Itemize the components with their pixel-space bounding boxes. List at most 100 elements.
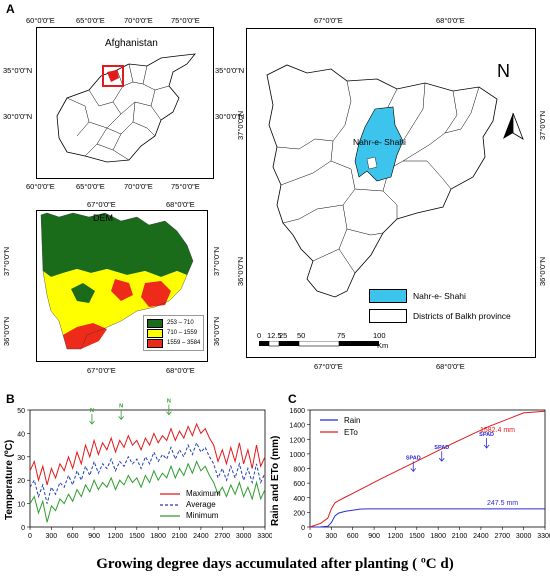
afg-bottom-tick: 65°0'0"E: [76, 182, 105, 191]
x-tick-label: 2400: [193, 533, 209, 540]
panel-a-letter: A: [6, 2, 15, 16]
afg-top-tick: 60°0'0"E: [26, 16, 55, 25]
dem-label: DEM: [93, 213, 113, 223]
scale-label: 25: [279, 331, 288, 340]
dem-legend-row: 1559 – 3584: [147, 338, 200, 348]
x-tick-label: 300: [46, 533, 58, 540]
marker-arrow-icon: [89, 414, 95, 425]
legend-label: Maximum: [186, 489, 221, 498]
legend-line-minimum: [160, 514, 180, 517]
x-tick-label: 3300: [257, 533, 272, 540]
rain-total-label: 247.5 mm: [487, 500, 519, 507]
x-tick-label: 0: [28, 533, 32, 540]
marker-arrow-icon: [410, 461, 417, 473]
balkh-legend-swatch: [369, 309, 407, 323]
balkh-right-tick: 37°0'0"N: [538, 110, 547, 140]
scale-label: 50: [297, 331, 306, 340]
dem-bottom-tick: 67°0'0"E: [87, 366, 116, 375]
legend-item-eto: ETo: [320, 426, 360, 438]
y-tick-label: 1400: [289, 423, 305, 430]
dem-swatch-mid: [147, 328, 163, 338]
balkh-bottom-tick: 67°0'0"E: [314, 362, 343, 371]
scale-unit: Km: [377, 341, 389, 350]
y-tick-label: 1200: [289, 437, 305, 444]
x-tick-label: 1200: [388, 533, 404, 540]
balkh-legend-label: Nahr-e- Shahi: [413, 291, 466, 301]
series-line-minimum: [29, 460, 266, 523]
marker-label: SPAD: [406, 455, 421, 461]
panel-b-letter: B: [6, 392, 15, 406]
series-line-rain: [309, 508, 545, 528]
marker-label: N: [167, 399, 171, 405]
x-tick-label: 900: [368, 533, 380, 540]
legend-label: Rain: [344, 415, 361, 425]
afghanistan-map-frame: Afghanistan: [36, 27, 214, 179]
x-tick-label: 2700: [214, 533, 230, 540]
y-tick-label: 50: [17, 408, 25, 415]
plot-frame: [29, 409, 266, 528]
x-tick-label: 300: [326, 533, 338, 540]
afg-bottom-tick: 60°0'0"E: [26, 182, 55, 191]
dem-swatch-high: [147, 338, 163, 348]
y-tick-label: 400: [293, 496, 305, 503]
legend-item-minimum: Minimum: [160, 510, 221, 521]
marker-arrow-icon: [118, 409, 124, 420]
scale-bar-graphic: [259, 341, 379, 347]
x-tick-label: 1200: [108, 533, 124, 540]
dem-legend-label: 1559 – 3584: [167, 340, 201, 346]
rain-eto-chart: 0 300 600 900 1200 1500 1800 2100 2400 2700 3000 33…: [289, 408, 550, 540]
y-tick-label: 600: [293, 481, 305, 488]
y-tick-label: 800: [293, 467, 305, 474]
dem-bottom-tick: 68°0'0"E: [166, 366, 195, 375]
y-tick-label: 40: [17, 431, 25, 438]
balkh-districts: [266, 64, 524, 298]
panel-b-legend: Maximum Average Minimum: [160, 488, 221, 521]
balkh-legend: Nahr-e- Shahi Districts of Balkh provinc…: [369, 289, 511, 323]
balkh-bottom-tick: 68°0'0"E: [436, 362, 465, 371]
legend-line-rain: [320, 419, 338, 421]
afg-left-tick: 30°0'0"N: [3, 112, 33, 121]
x-tick-label: 600: [347, 533, 359, 540]
scale-label: 100: [373, 331, 386, 340]
y-tick-label: 0: [21, 525, 25, 532]
dem-right-tick: 37°0'0"N: [212, 246, 221, 276]
dem-left-tick: 36°0'0"N: [2, 316, 11, 346]
x-tick-label: 2100: [452, 533, 468, 540]
balkh-top-tick: 68°0'0"E: [436, 16, 465, 25]
dem-legend-row: 253 – 710: [147, 318, 200, 328]
legend-item-maximum: Maximum: [160, 488, 221, 499]
balkh-legend-label: Districts of Balkh province: [413, 311, 511, 321]
legend-item-rain: Rain: [320, 414, 360, 426]
x-axis-title: Growing degree days accumulated after pl…: [96, 556, 454, 572]
afg-top-tick: 65°0'0"E: [76, 16, 105, 25]
y-tick-label: 30: [17, 455, 25, 462]
dem-right-tick: 36°0'0"N: [212, 316, 221, 346]
x-tick-label: 3300: [537, 533, 550, 540]
dem-top-tick: 67°0'0"E: [87, 200, 116, 209]
balkh-map-block: 67°0'0"E 68°0'0"E Nahr-e- Shahi N Nahr-e…: [236, 0, 550, 380]
legend-label: Average: [186, 500, 216, 509]
y-tick-label: 1000: [289, 452, 305, 459]
x-tick-label: 900: [88, 533, 100, 540]
dem-legend-label: 710 – 1559: [167, 330, 198, 336]
north-arrow-icon: [503, 112, 524, 140]
x-tick-label: 600: [67, 533, 79, 540]
marker-label: N: [119, 403, 123, 409]
afg-right-tick: 35°0'0"N: [215, 66, 245, 75]
balkh-legend-row: Districts of Balkh province: [369, 309, 511, 323]
afg-bottom-tick: 70°0'0"E: [124, 182, 153, 191]
dem-map-block: 67°0'0"E 68°0'0"E DEM 253 – 710 710 – 15…: [0, 196, 240, 392]
balkh-left-tick: 37°0'0"N: [236, 110, 245, 140]
afg-bottom-tick: 75°0'0"E: [171, 182, 200, 191]
balkh-top-tick: 67°0'0"E: [314, 16, 343, 25]
x-tick-label: 3000: [236, 533, 252, 540]
x-tick-label: 1800: [430, 533, 446, 540]
x-tick-label: 1500: [409, 533, 425, 540]
afghanistan-label: Afghanistan: [105, 38, 158, 49]
dem-swatch-low: [147, 318, 163, 328]
x-tick-label: 2100: [172, 533, 188, 540]
dem-left-tick: 37°0'0"N: [2, 246, 11, 276]
scale-label: 75: [337, 331, 346, 340]
marker-arrow-icon: [438, 451, 445, 462]
afg-right-tick: 30°0'0"N: [215, 112, 245, 121]
